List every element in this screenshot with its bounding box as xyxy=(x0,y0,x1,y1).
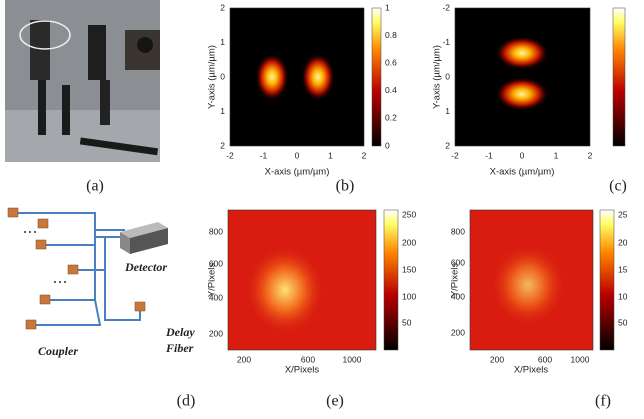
colorbar xyxy=(612,7,626,147)
x-axis-label: X-axis (µm/µm) xyxy=(265,167,330,178)
colorbar-tick-label: 1 xyxy=(385,2,390,12)
y-tick-label: 400 xyxy=(451,291,465,301)
detector-icon xyxy=(120,222,168,254)
intensity-lobe xyxy=(301,53,335,101)
x-tick-label: 2 xyxy=(362,150,367,160)
x-tick-label: -1 xyxy=(485,150,493,160)
plot-frame xyxy=(469,209,594,351)
intensity-lobe xyxy=(255,53,289,101)
photo xyxy=(5,0,160,162)
x-tick-label: 600 xyxy=(301,354,315,364)
x-tick-label: 200 xyxy=(237,354,251,364)
plot-frame xyxy=(229,7,365,147)
colorbar-tick-label: 25 xyxy=(618,209,628,219)
x-tick-label: 600 xyxy=(538,354,552,364)
colorbar-tick-label: 20 xyxy=(618,237,628,247)
heatmap xyxy=(455,8,590,146)
beam-spot xyxy=(245,245,325,335)
colorbar-tick-label: 250 xyxy=(402,209,416,219)
y-tick-label: 2 xyxy=(445,140,450,150)
y-tick-label: 200 xyxy=(209,328,223,338)
delay-label: Delay xyxy=(165,325,195,339)
colorbar-tick-label: 10 xyxy=(618,291,628,301)
panel-label: (a) xyxy=(86,178,104,195)
colorbar-tick-label: 0.4 xyxy=(385,85,397,95)
colorbar-tick-label: 200 xyxy=(402,237,416,247)
x-tick-label: -2 xyxy=(451,150,459,160)
intensity-lobe xyxy=(495,36,549,70)
x-tick-label: -1 xyxy=(260,150,268,160)
colorbar-tick-label: 15 xyxy=(618,264,628,274)
x-tick-label: 1000 xyxy=(571,354,590,364)
panel-label: (b) xyxy=(336,178,355,195)
y-tick-label: 0 xyxy=(220,71,225,81)
x-tick-label: 1000 xyxy=(343,354,362,364)
colorbar-tick-label: 50 xyxy=(402,317,412,327)
y-tick-label: 1 xyxy=(220,106,225,116)
colorbar-tick-label: 150 xyxy=(402,264,416,274)
y-tick-label: 2 xyxy=(220,140,225,150)
coupler-boxes xyxy=(7,207,146,330)
y-tick-label: 400 xyxy=(209,292,223,302)
colorbar-tick-label: 0.8 xyxy=(385,30,397,40)
colorbar-tick-label: 100 xyxy=(402,291,416,301)
y-tick-label: -1 xyxy=(442,37,450,47)
colorbar-tick-label: 0.6 xyxy=(385,57,397,67)
y-tick-label: 0 xyxy=(445,71,450,81)
y-axis-label: Y/Pixels xyxy=(207,263,218,298)
y-tick-label: 800 xyxy=(209,226,223,236)
x-tick-label: 0 xyxy=(295,150,300,160)
colorbar xyxy=(383,209,399,351)
coupler-label: Coupler xyxy=(38,344,78,358)
panel-label: (d) xyxy=(177,393,196,410)
y-tick-label: 200 xyxy=(451,327,465,337)
x-tick-label: 200 xyxy=(490,354,504,364)
panel-label: (c) xyxy=(609,178,627,195)
y-axis-label: Y-axis (µm/µm) xyxy=(207,45,218,109)
y-tick-label: 2 xyxy=(220,2,225,12)
y-tick-label: 1 xyxy=(220,37,225,47)
colorbar xyxy=(371,7,382,147)
x-tick-label: 1 xyxy=(328,150,333,160)
plot-frame xyxy=(454,7,591,147)
y-tick-label: 1 xyxy=(445,106,450,116)
detector-label: Detector xyxy=(124,260,167,274)
heatmap xyxy=(230,8,364,146)
colorbar-tick-label: 50 xyxy=(618,317,628,327)
x-tick-label: 2 xyxy=(588,150,593,160)
y-axis-label: Y-axis (µm/µm) xyxy=(432,45,443,109)
colorbar-tick-label: 0 xyxy=(385,140,390,150)
y-tick-label: 600 xyxy=(451,257,465,267)
colorbar xyxy=(599,209,615,351)
beam-spot xyxy=(490,243,566,327)
y-tick-label: 800 xyxy=(451,226,465,236)
intensity-lobe xyxy=(495,77,549,111)
y-tick-label: -2 xyxy=(442,2,450,12)
fiber-label: Fiber xyxy=(165,341,194,355)
x-axis-label: X/Pixels xyxy=(514,365,549,376)
dots xyxy=(24,231,66,283)
plot-frame xyxy=(227,209,377,351)
y-tick-label: 600 xyxy=(209,258,223,268)
panel-label: (f) xyxy=(595,393,611,410)
x-tick-label: -2 xyxy=(226,150,234,160)
panel-label: (e) xyxy=(326,393,344,410)
x-tick-label: 0 xyxy=(520,150,525,160)
x-axis-label: X/Pixels xyxy=(285,365,320,376)
x-axis-label: X-axis (µm/µm) xyxy=(490,167,555,178)
y-axis-label: Y/Pixels xyxy=(450,263,461,298)
x-tick-label: 1 xyxy=(554,150,559,160)
colorbar-tick-label: 0.2 xyxy=(385,113,397,123)
